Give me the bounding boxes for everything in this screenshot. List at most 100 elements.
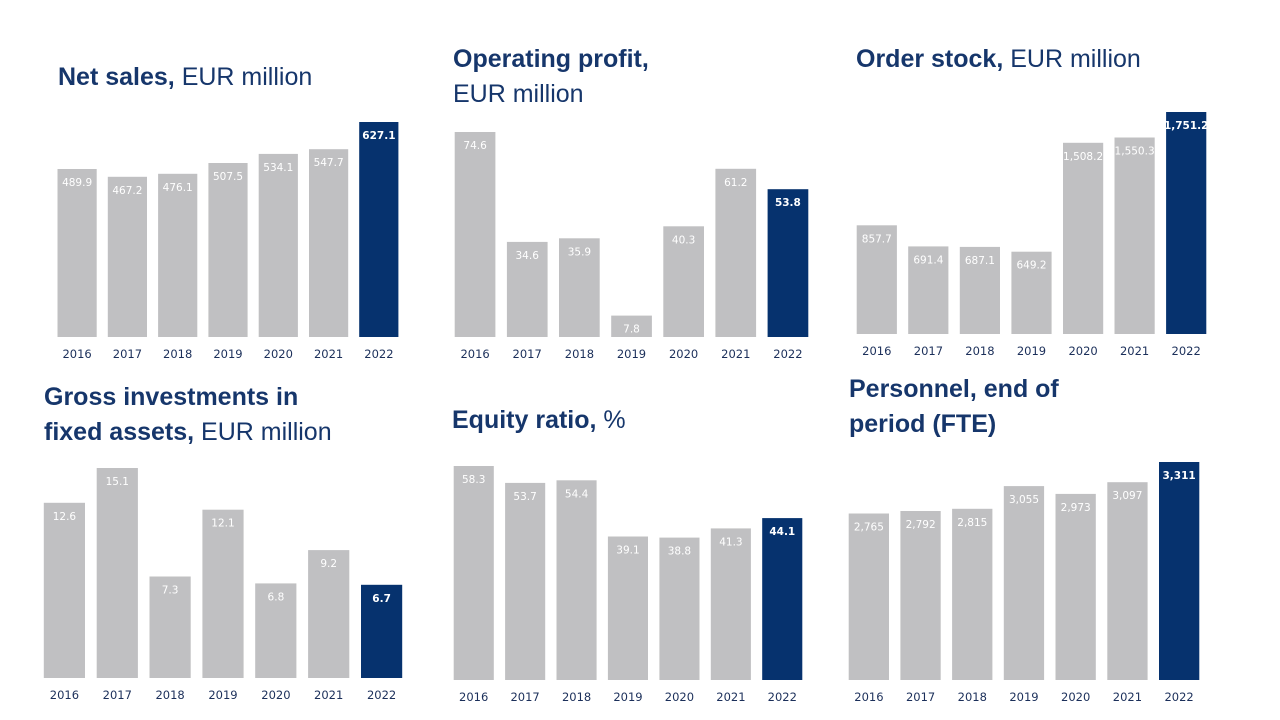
bar-2020 xyxy=(663,226,704,337)
x-tick-label: 2017 xyxy=(513,347,542,361)
bar-2022 xyxy=(359,122,399,337)
x-tick-label: 2016 xyxy=(460,347,489,361)
x-tick-label: 2019 xyxy=(213,347,242,361)
bar-2021 xyxy=(308,550,350,678)
order-stock-title-bold: Order stock, xyxy=(856,45,1004,73)
bar-2017 xyxy=(908,246,949,334)
bar-2021 xyxy=(309,149,349,337)
x-tick-label: 2021 xyxy=(1113,690,1142,704)
bar-value-label: 15.1 xyxy=(106,476,129,488)
bar-2020 xyxy=(255,583,297,678)
bar-2018 xyxy=(952,508,993,680)
bar-value-label: 627.1 xyxy=(362,130,395,142)
gross-investments-chart: 12.6 2016 15.1 2017 7.3 2018 12.1 2019 6.8 2020 9.… xyxy=(43,468,403,702)
bar-value-label: 7.3 xyxy=(162,585,179,597)
bar-value-label: 9.2 xyxy=(320,558,337,570)
x-tick-label: 2022 xyxy=(773,347,802,361)
x-tick-label: 2022 xyxy=(768,690,797,704)
bar-value-label: 34.6 xyxy=(516,250,540,262)
x-tick-label: 2018 xyxy=(965,344,994,358)
gross-investments-title: Gross investments in fixed assets, EUR m… xyxy=(44,380,332,450)
x-tick-label: 2020 xyxy=(1061,690,1090,704)
bar-value-label: 1,751.2 xyxy=(1164,120,1209,132)
bar-2017 xyxy=(107,176,147,337)
order-stock-chart: 857.7 2016 691.4 2017 687.1 2018 649.2 2019 1,50… xyxy=(856,112,1209,358)
bar-value-label: 534.1 xyxy=(263,162,293,174)
x-tick-label: 2018 xyxy=(565,347,594,361)
bar-value-label: 3,097 xyxy=(1112,490,1142,502)
net-sales-chart: 489.9 2016 467.2 2017 476.1 2018 507.5 2019 534.… xyxy=(57,122,399,361)
bar-value-label: 39.1 xyxy=(616,545,639,557)
x-tick-label: 2022 xyxy=(367,688,396,702)
bar-2021 xyxy=(1107,482,1148,680)
x-tick-label: 2019 xyxy=(617,347,646,361)
bar-value-label: 691.4 xyxy=(913,254,943,266)
x-tick-label: 2019 xyxy=(613,690,642,704)
bar-2019 xyxy=(611,315,652,337)
bar-value-label: 1,550.3 xyxy=(1115,146,1155,158)
equity-ratio-title-rest: % xyxy=(596,406,626,434)
bar-2017 xyxy=(96,468,138,678)
net-sales-title: Net sales, EUR million xyxy=(58,60,312,95)
bar-2021 xyxy=(1114,137,1155,334)
x-tick-label: 2017 xyxy=(510,690,539,704)
bar-2017 xyxy=(505,482,546,680)
x-tick-label: 2020 xyxy=(261,688,290,702)
bar-2018 xyxy=(556,480,597,680)
bar-value-label: 3,311 xyxy=(1162,470,1195,482)
x-tick-label: 2018 xyxy=(562,690,591,704)
bar-value-label: 35.9 xyxy=(568,246,591,258)
x-tick-label: 2022 xyxy=(1164,690,1193,704)
x-tick-label: 2021 xyxy=(314,688,343,702)
bar-2019 xyxy=(208,163,248,337)
x-tick-label: 2017 xyxy=(113,347,142,361)
bar-value-label: 467.2 xyxy=(112,185,142,197)
operating-profit-chart: 74.6 2016 34.6 2017 35.9 2018 7.8 2019 40.3 2020 6… xyxy=(454,132,809,361)
x-tick-label: 2016 xyxy=(50,688,79,702)
bar-value-label: 489.9 xyxy=(62,177,92,189)
bar-value-label: 53.7 xyxy=(513,491,536,503)
x-tick-label: 2021 xyxy=(314,347,343,361)
bar-value-label: 12.1 xyxy=(211,518,234,530)
bar-2018 xyxy=(959,246,1000,334)
bar-value-label: 74.6 xyxy=(463,140,487,152)
x-tick-label: 2020 xyxy=(1068,344,1097,358)
bar-value-label: 687.1 xyxy=(965,255,995,267)
net-sales-title-rest: EUR million xyxy=(174,63,313,91)
x-tick-label: 2020 xyxy=(665,690,694,704)
bar-value-label: 12.6 xyxy=(53,511,77,523)
x-tick-label: 2020 xyxy=(264,347,293,361)
x-tick-label: 2022 xyxy=(364,347,393,361)
equity-ratio-title-bold: Equity ratio, xyxy=(452,406,597,434)
bar-2016 xyxy=(453,466,494,680)
bar-2019 xyxy=(1003,486,1045,680)
bar-2019 xyxy=(1011,251,1052,334)
bar-2016 xyxy=(848,513,889,680)
gross-investments-title-bold: Gross investments in xyxy=(44,383,299,411)
bar-value-label: 6.7 xyxy=(372,593,391,605)
operating-profit-title: Operating profit, EUR million xyxy=(453,42,649,112)
bar-2022 xyxy=(1159,462,1200,680)
bar-2020 xyxy=(258,153,298,337)
equity-ratio-chart: 58.3 2016 53.7 2017 54.4 2018 39.1 2019 38.8 2020… xyxy=(453,466,803,704)
bar-value-label: 38.8 xyxy=(668,546,691,558)
x-tick-label: 2018 xyxy=(163,347,192,361)
bar-value-label: 58.3 xyxy=(462,474,485,486)
x-tick-label: 2021 xyxy=(716,690,745,704)
personnel-title-bold: Personnel, end of xyxy=(849,375,1059,403)
x-tick-label: 2016 xyxy=(459,690,488,704)
x-tick-label: 2016 xyxy=(62,347,91,361)
net-sales-title-bold: Net sales, xyxy=(58,63,175,91)
personnel-title: Personnel, end of period (FTE) xyxy=(849,372,1059,442)
bar-2017 xyxy=(506,241,548,337)
x-tick-label: 2019 xyxy=(1009,690,1038,704)
bar-value-label: 7.8 xyxy=(623,324,640,336)
bar-2022 xyxy=(762,518,803,680)
x-tick-label: 2018 xyxy=(155,688,184,702)
bar-value-label: 507.5 xyxy=(213,171,243,183)
bar-2020 xyxy=(1055,493,1096,680)
bar-2018 xyxy=(149,576,191,678)
x-tick-label: 2017 xyxy=(914,344,943,358)
bar-value-label: 857.7 xyxy=(862,233,892,245)
personnel-title-line2-bold: period (FTE) xyxy=(849,410,997,438)
